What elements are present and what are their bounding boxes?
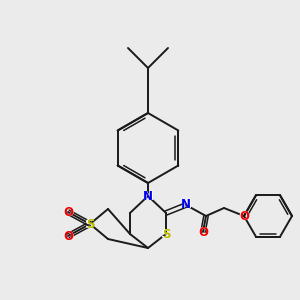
Text: S: S	[162, 227, 170, 241]
Text: S: S	[161, 227, 171, 241]
Text: O: O	[62, 230, 74, 242]
Text: S: S	[85, 218, 95, 230]
Text: N: N	[180, 199, 192, 212]
Text: S: S	[86, 218, 94, 230]
Text: O: O	[198, 226, 208, 238]
Text: N: N	[181, 199, 191, 212]
Text: O: O	[239, 209, 249, 223]
Text: N: N	[142, 190, 154, 202]
Text: O: O	[63, 230, 73, 242]
Text: O: O	[62, 206, 74, 218]
Text: O: O	[63, 206, 73, 218]
Text: N: N	[143, 190, 153, 202]
Text: O: O	[238, 209, 250, 223]
Text: O: O	[197, 226, 208, 238]
